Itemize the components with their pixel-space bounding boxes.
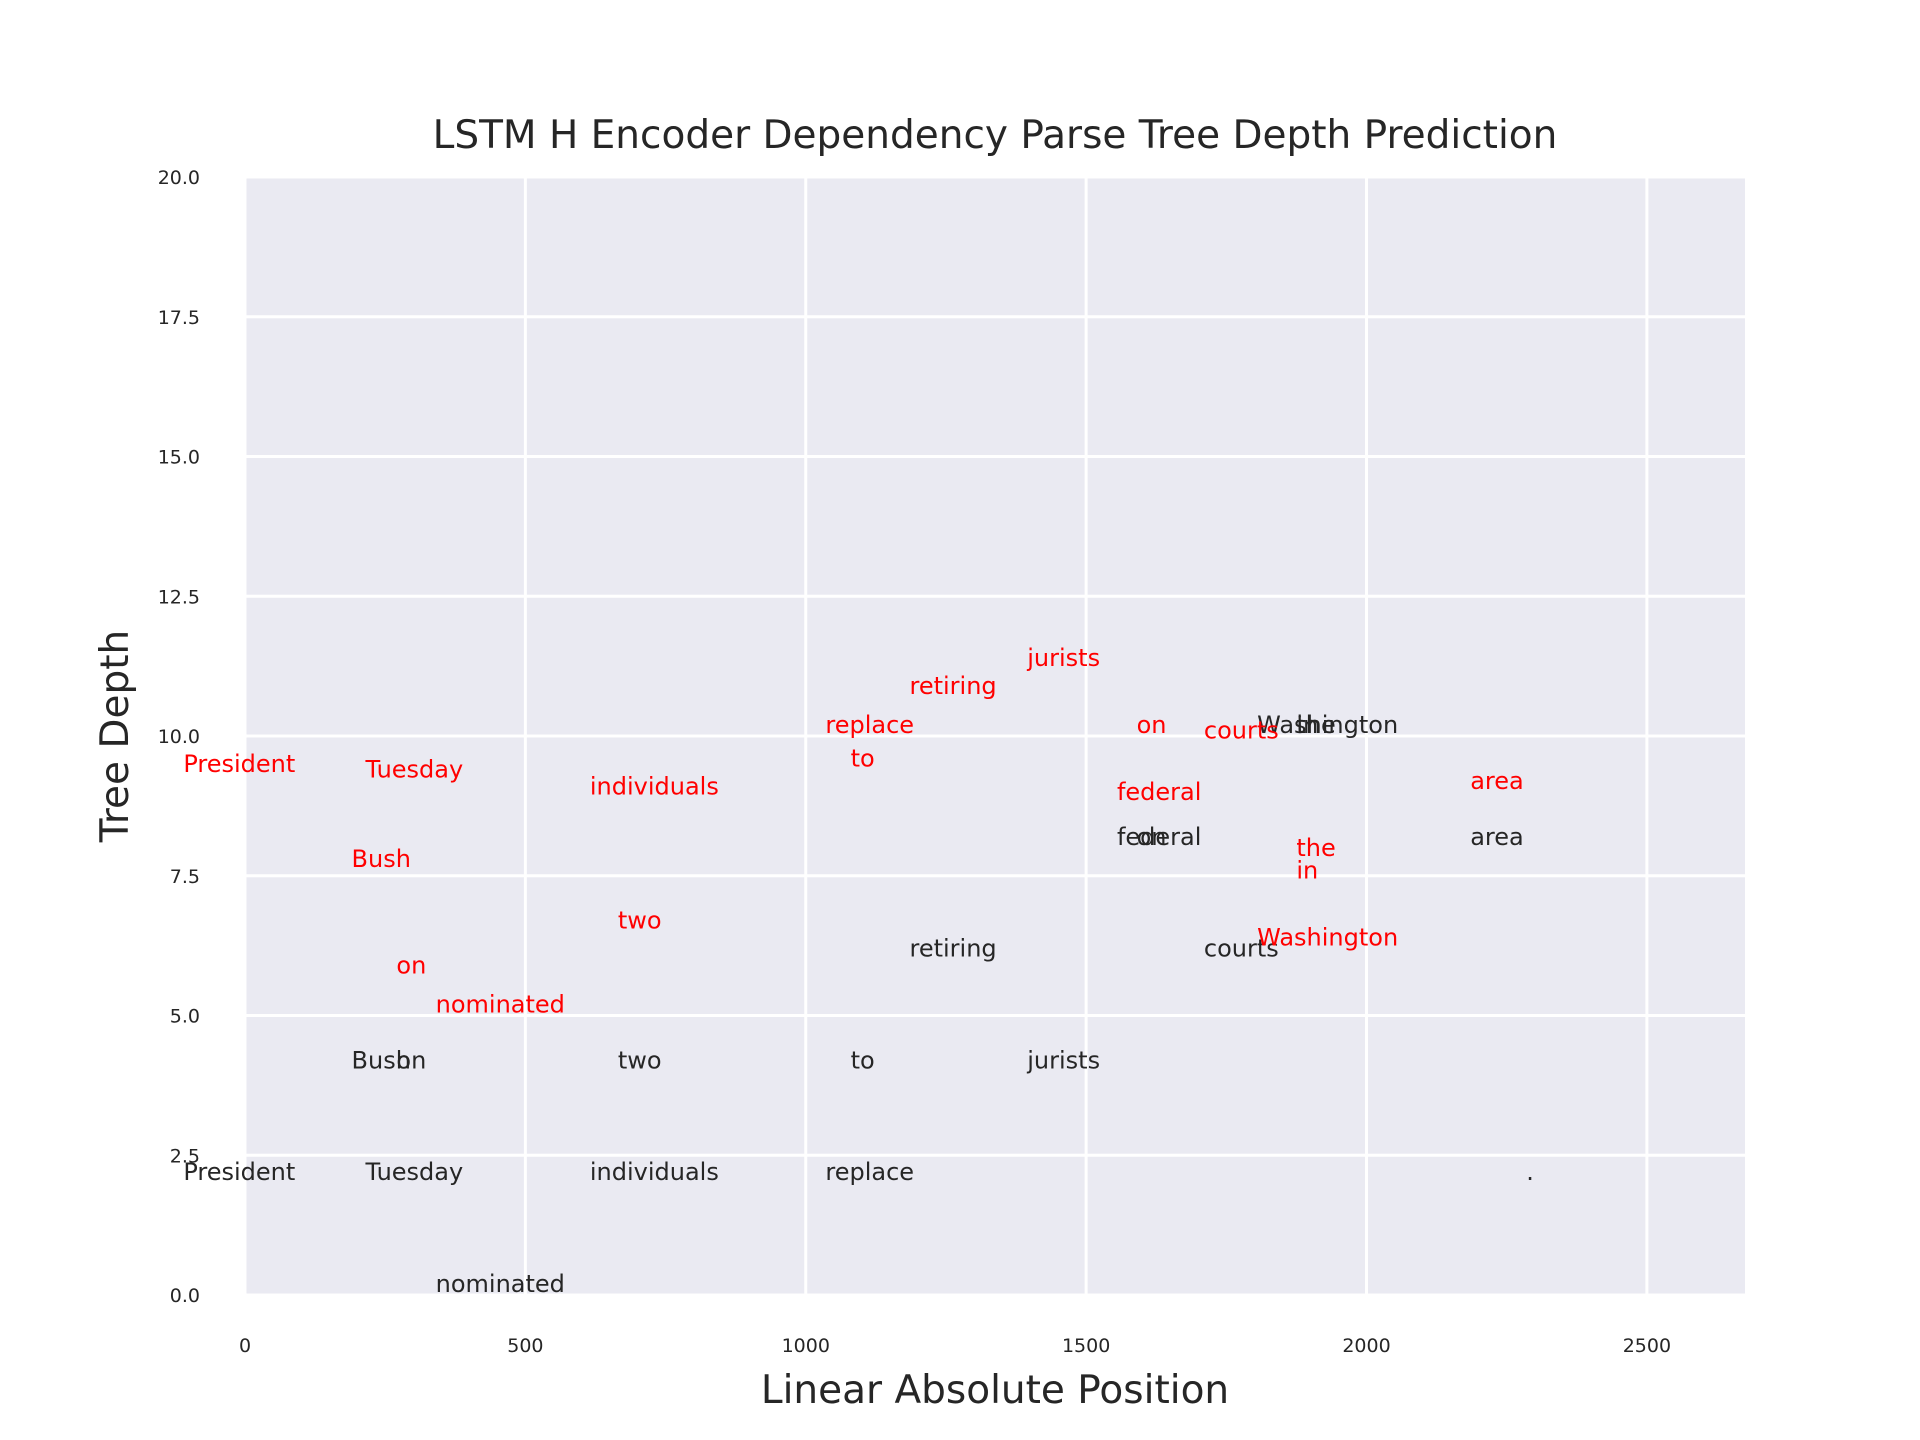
x-tick-label: 1500 — [1062, 1335, 1110, 1357]
word-label: to — [851, 745, 875, 773]
y-tick-label: 12.5 — [158, 586, 200, 608]
word-label: Washington — [1257, 923, 1398, 951]
word-label: retiring — [909, 672, 996, 700]
word-label: Bush — [352, 845, 411, 873]
series-predicted: President Bush on Tuesday nominated two indivi… — [183, 644, 1523, 1019]
word-label: jurists — [1026, 644, 1100, 672]
word-label: the — [1296, 711, 1335, 739]
word-label: replace — [825, 1158, 914, 1186]
word-label: area — [1470, 767, 1524, 795]
y-tick-label: 5.0 — [170, 1006, 200, 1028]
word-label: two — [618, 1046, 662, 1074]
word-label: replace — [825, 711, 914, 739]
word-label: Bush — [352, 1046, 411, 1074]
word-label: to — [851, 1046, 875, 1074]
word-label: two — [618, 907, 662, 935]
word-label: Washington — [1257, 711, 1398, 739]
y-tick-label: 7.5 — [170, 866, 200, 888]
word-label: individuals — [590, 772, 719, 800]
word-label: courts — [1204, 717, 1279, 745]
grid-lines — [243, 175, 1745, 1297]
word-label: retiring — [909, 935, 996, 963]
x-axis-label: Linear Absolute Position — [761, 1368, 1229, 1413]
y-tick-label: 20.0 — [158, 167, 200, 189]
x-tick-label: 500 — [507, 1335, 543, 1357]
word-label: federal — [1117, 778, 1201, 806]
y-tick-label: 2.5 — [170, 1145, 200, 1167]
y-axis-label: Tree Depth — [93, 630, 138, 843]
y-tick-label: 10.0 — [158, 726, 200, 748]
word-label: courts — [1204, 935, 1279, 963]
word-label: jurists — [1026, 1046, 1100, 1074]
word-label: on — [396, 1046, 426, 1074]
word-label: area — [1470, 823, 1524, 851]
x-tick-label: 2000 — [1342, 1335, 1390, 1357]
x-tick-label: 1000 — [782, 1335, 830, 1357]
word-label: nominated — [436, 991, 565, 1019]
word-label: Tuesday — [365, 756, 464, 784]
y-tick-label: 17.5 — [158, 307, 200, 329]
word-label: nominated — [436, 1270, 565, 1298]
x-tick-label: 2500 — [1623, 1335, 1671, 1357]
y-tick-labels: 0.0 2.5 5.0 7.5 10.0 12.5 15.0 17.5 20.0 — [158, 167, 200, 1307]
data-labels: PresidentBushonTuesdaynominatedtwoindivi… — [183, 644, 1534, 1298]
x-tick-labels: 0 500 1000 1500 2000 2500 — [239, 1335, 1671, 1357]
word-label: President — [183, 750, 295, 778]
word-label: on — [1137, 823, 1167, 851]
word-label: individuals — [590, 1158, 719, 1186]
y-tick-label: 0.0 — [170, 1285, 200, 1307]
y-tick-label: 15.0 — [158, 447, 200, 469]
x-tick-label: 0 — [239, 1335, 251, 1357]
word-label: Tuesday — [365, 1158, 464, 1186]
word-label: in — [1296, 711, 1318, 739]
word-label: on — [396, 951, 426, 979]
series-actual: PresidentBushonTuesdaynominatedtwoindivi… — [183, 711, 1534, 1298]
word-label: on — [1137, 711, 1167, 739]
word-label: President — [183, 1158, 295, 1186]
chart-title: LSTM H Encoder Dependency Parse Tree Dep… — [433, 113, 1558, 158]
word-label: in — [1296, 856, 1318, 884]
word-label: . — [1526, 1158, 1534, 1186]
word-label: the — [1296, 834, 1335, 862]
word-label: federal — [1117, 823, 1201, 851]
